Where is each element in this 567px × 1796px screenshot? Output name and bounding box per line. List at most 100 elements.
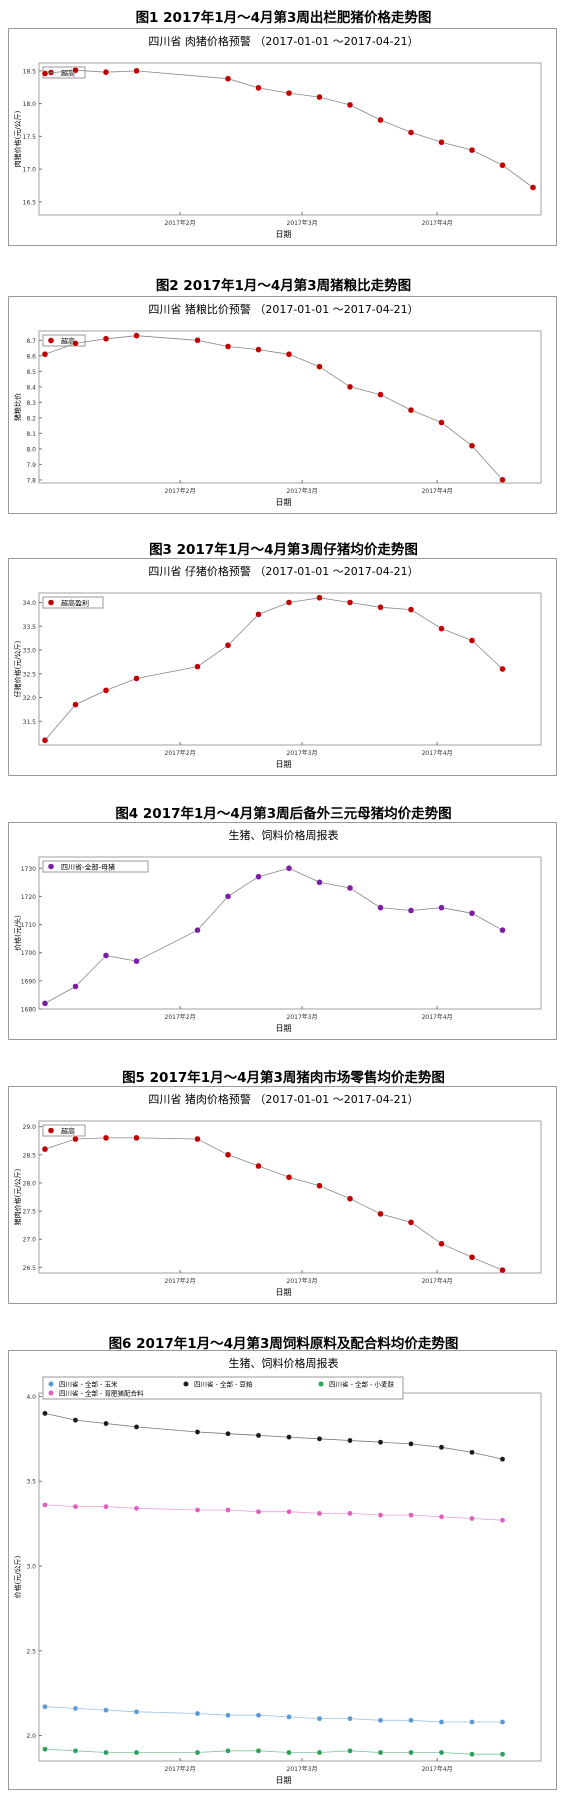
data-point <box>407 1219 415 1226</box>
data-point <box>41 1000 49 1007</box>
data-point <box>72 1705 79 1712</box>
figure-title: 图6 2017年1月～4月第3周饲料原料及配合料均价走势图 <box>108 1336 459 1352</box>
data-point <box>194 1429 201 1435</box>
data-point <box>255 611 262 618</box>
data-point <box>133 1134 140 1142</box>
chart-title: 生猪、饲料价格周报表 <box>229 1356 339 1370</box>
data-point <box>377 1717 384 1724</box>
data-point <box>133 675 140 682</box>
y-tick-label: 8.2 <box>26 415 36 422</box>
data-point <box>194 663 201 670</box>
data-point <box>103 1707 109 1713</box>
data-point <box>468 1254 476 1261</box>
x-axis-label: 日期 <box>276 498 292 507</box>
data-point <box>133 1709 140 1715</box>
x-tick-label: 2017年3月 <box>287 487 318 495</box>
y-tick-label: 29.0 <box>23 1124 37 1131</box>
y-tick-label: 8.0 <box>26 446 36 453</box>
data-point <box>103 1749 109 1756</box>
data-point <box>469 1719 475 1725</box>
data-point <box>42 1703 48 1710</box>
line-chart: 生猪、饲料价格周报表 1680 1690 1700 1710 1720 1730 2017年2… <box>13 828 542 1033</box>
data-point <box>102 335 110 342</box>
plot-area <box>38 592 542 746</box>
data-point <box>346 599 354 606</box>
y-axis-label: 价格(元/公斤) <box>13 1555 22 1598</box>
data-point <box>377 1512 384 1518</box>
x-axis-label: 日期 <box>276 1024 292 1033</box>
data-point <box>316 1435 323 1442</box>
data-point <box>499 1517 506 1523</box>
figure-title: 图4 2017年1月～4月第3周后备外三元母猪均价走势图 <box>115 806 452 822</box>
data-point <box>102 68 110 76</box>
data-point <box>225 1712 231 1719</box>
data-point <box>285 89 293 97</box>
y-tick-label: 33.5 <box>23 624 37 631</box>
data-point <box>347 1437 353 1444</box>
x-axis-label: 日期 <box>276 1288 292 1297</box>
legend-label: 四川省-全部-母猪 <box>61 863 115 872</box>
data-point <box>408 1717 414 1724</box>
data-point <box>42 1502 48 1508</box>
data-point <box>347 1715 353 1722</box>
y-tick-label: 8.5 <box>26 369 36 376</box>
plot-area <box>38 1120 542 1274</box>
figure-title: 图1 2017年1月～4月第3周出栏肥猪价格走势图 <box>135 10 432 26</box>
legend-box <box>42 334 86 347</box>
y-axis-label: 仔猪价格(元/公斤) <box>13 640 22 697</box>
data-point <box>347 1748 353 1754</box>
legend-marker <box>48 1390 54 1396</box>
legend-marker <box>48 863 54 870</box>
data-point <box>133 1424 140 1430</box>
x-tick-label: 2017年2月 <box>165 1765 196 1773</box>
data-point <box>194 1507 201 1513</box>
legend-marker <box>48 337 54 344</box>
legend-marker <box>318 1381 324 1387</box>
y-tick-label: 27.0 <box>23 1237 37 1244</box>
data-point <box>316 1749 323 1756</box>
x-tick-label: 2017年4月 <box>422 487 453 495</box>
x-tick-label: 2017年3月 <box>287 1765 318 1773</box>
y-tick-label: 1700 <box>21 950 36 957</box>
data-point <box>133 332 140 339</box>
x-tick-label: 2017年4月 <box>422 219 453 227</box>
y-tick-label: 2.0 <box>26 1733 36 1740</box>
data-point <box>103 1503 109 1510</box>
data-point <box>316 879 323 886</box>
y-axis-label: 肉猪价格(元/公斤) <box>13 110 22 167</box>
data-point <box>224 893 232 900</box>
data-point <box>72 340 79 347</box>
data-point <box>133 1749 140 1756</box>
legend-box <box>42 1376 404 1400</box>
y-tick-label: 8.3 <box>26 400 36 407</box>
data-point <box>255 84 262 92</box>
data-point <box>194 1749 201 1756</box>
data-point <box>41 351 49 358</box>
data-point <box>224 1151 232 1158</box>
chart-panel: 生猪、饲料价格周报表 2.0 2.5 3.0 3.5 4.0 2017年2月 2017年3月 2… <box>8 1350 557 1790</box>
data-point <box>42 1746 48 1752</box>
legend-label: 超高盈利 <box>61 599 89 608</box>
data-point <box>468 146 476 154</box>
y-axis-label: 价格(元/头) <box>13 915 22 951</box>
data-point <box>102 952 110 959</box>
data-point <box>346 884 354 892</box>
x-axis-label: 日期 <box>276 230 292 239</box>
chart-title: 四川省 肉猪价格预警 （2017-01-01 ～2017-04-21） <box>148 34 418 48</box>
data-point <box>133 1505 140 1512</box>
data-point <box>225 1748 231 1754</box>
data-point <box>346 383 354 391</box>
data-point <box>469 1515 475 1522</box>
data-point <box>224 75 232 82</box>
x-axis-label: 日期 <box>276 760 292 769</box>
data-point <box>286 1434 292 1440</box>
data-point <box>41 737 49 744</box>
data-point <box>377 1749 384 1756</box>
figure-title: 图5 2017年1月～4月第3周猪肉市场零售均价走势图 <box>122 1070 445 1086</box>
chart-panel: 四川省 肉猪价格预警 （2017-01-01 ～2017-04-21） 16.5 1… <box>8 28 557 246</box>
legend-marker <box>48 599 54 606</box>
line-chart: 四川省 肉猪价格预警 （2017-01-01 ～2017-04-21） 16.5 1… <box>13 34 542 239</box>
line-chart: 四川省 仔猪价格预警 （2017-01-01 ～2017-04-21） 31.5 3… <box>13 564 542 769</box>
data-point <box>255 1162 262 1170</box>
data-point <box>438 904 445 911</box>
